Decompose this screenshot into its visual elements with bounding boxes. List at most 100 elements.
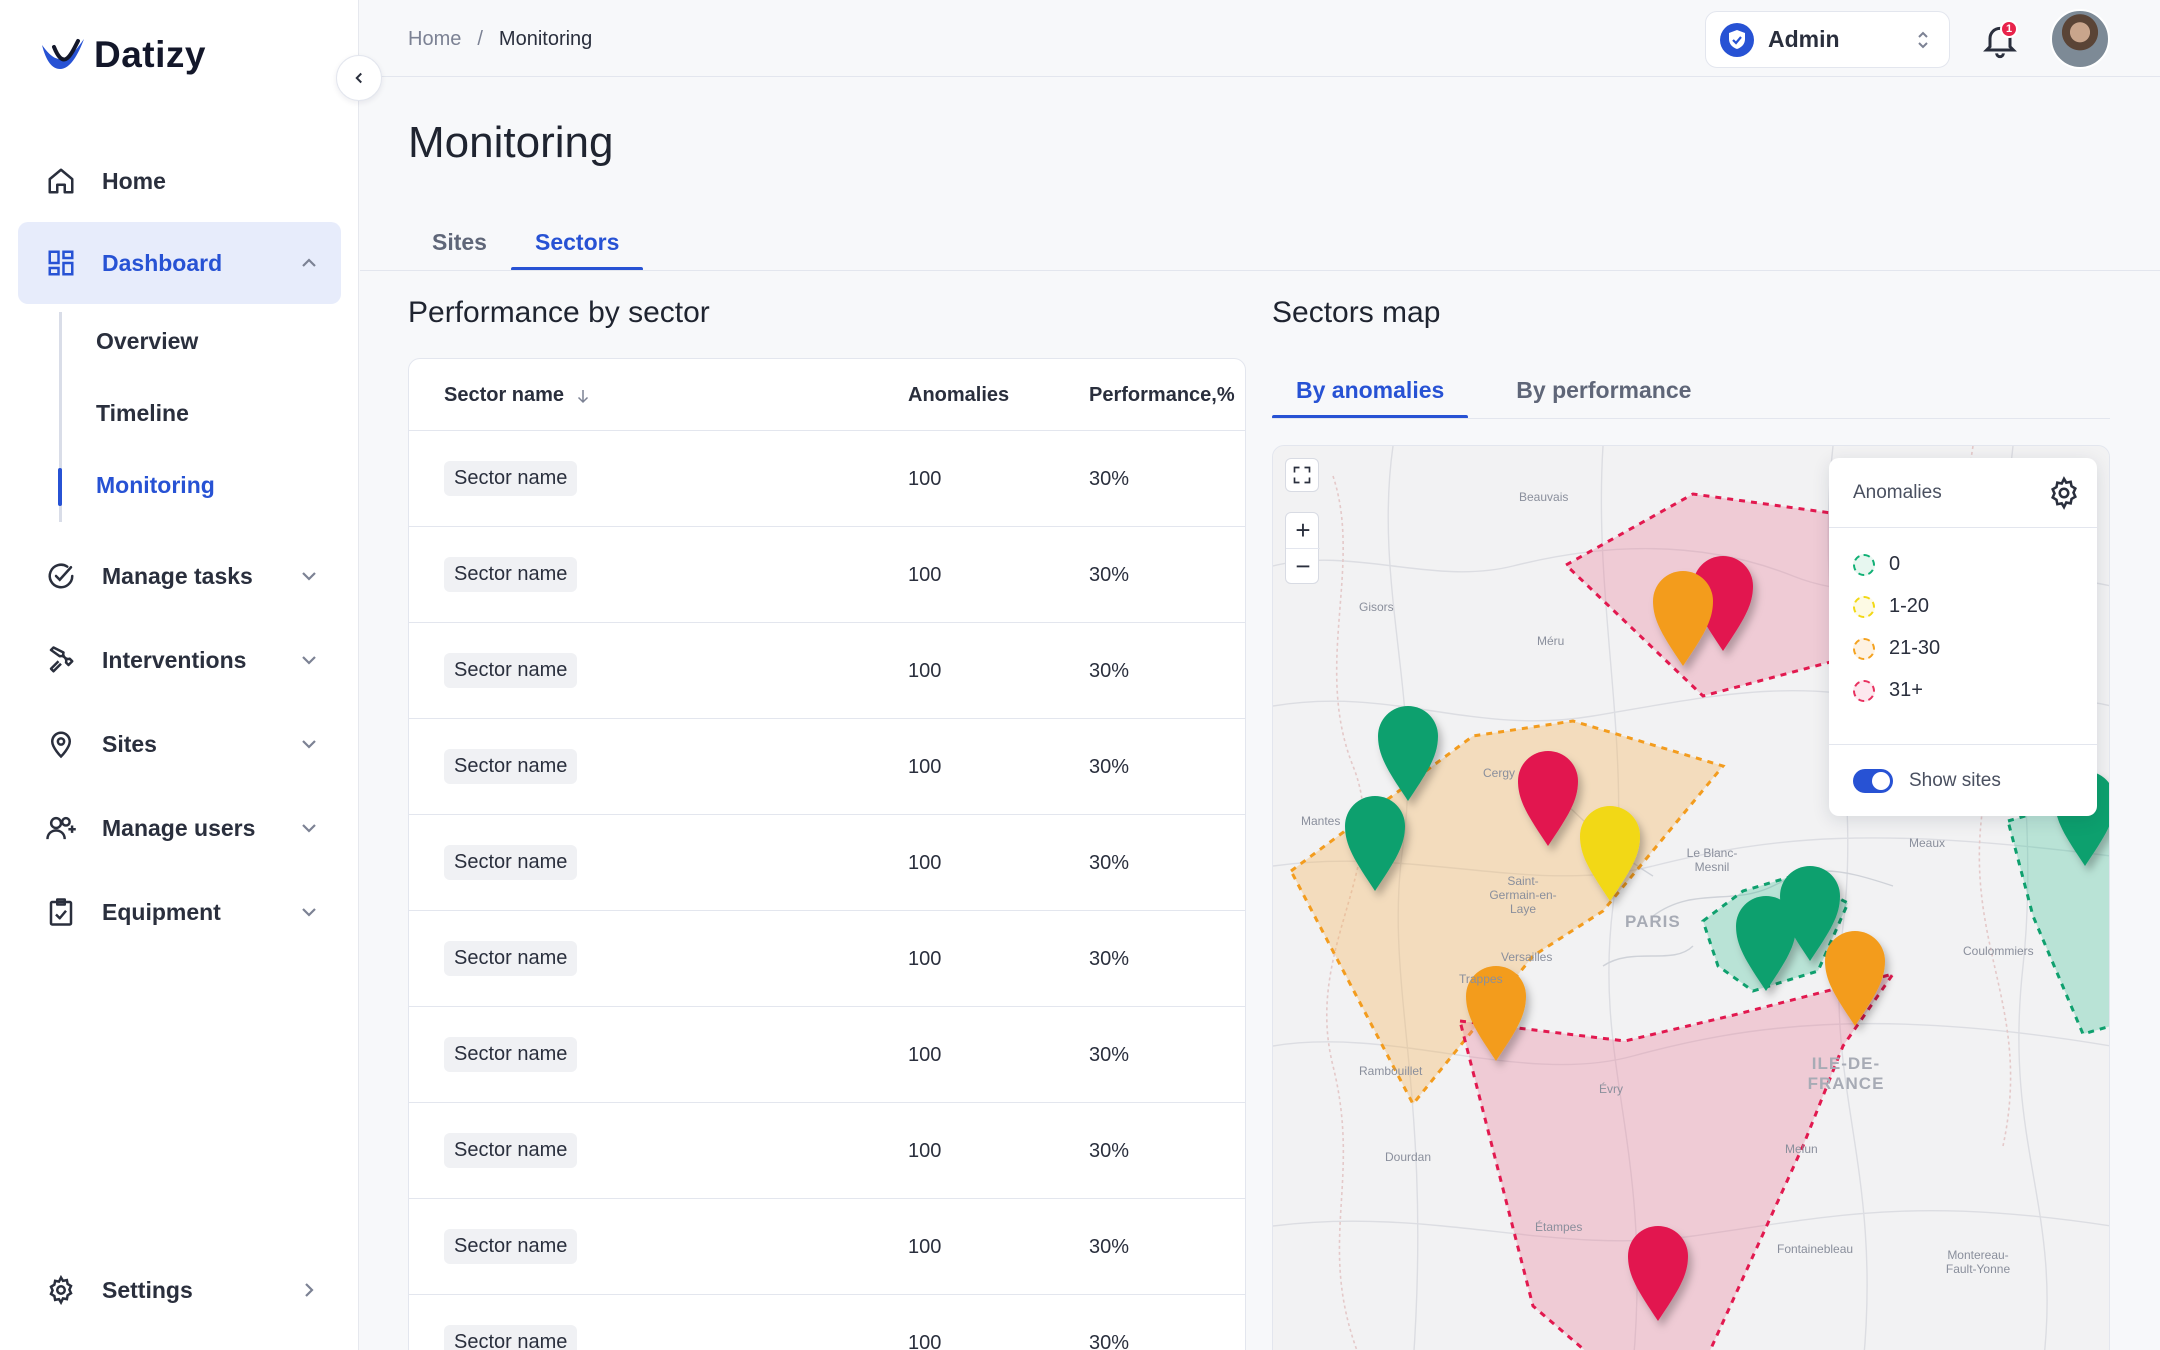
map-label: Beauvais xyxy=(1519,490,1569,504)
sidebar-item-manage-users[interactable]: Manage users xyxy=(18,787,341,869)
chevron-left-icon xyxy=(355,72,362,84)
table-row[interactable]: Sector name 100 30% xyxy=(409,719,1245,815)
zoom-out-button[interactable]: − xyxy=(1286,548,1320,583)
map-label: Meaux xyxy=(1909,836,1946,850)
sidebar-item-label: Home xyxy=(102,167,166,194)
map-label: Trappes xyxy=(1459,972,1503,986)
sidebar-collapse-button[interactable] xyxy=(336,55,382,101)
sidebar-subitem-monitoring[interactable]: Monitoring xyxy=(96,472,215,498)
tab-by-anomalies[interactable]: By anomalies xyxy=(1272,364,1469,419)
performance-cell: 30% xyxy=(1089,1236,1130,1258)
breadcrumb-separator: / xyxy=(477,28,483,50)
performance-cell: 30% xyxy=(1089,1332,1130,1350)
map-label: Cergy xyxy=(1483,766,1516,780)
anomalies-cell: 100 xyxy=(908,1236,942,1258)
map-canvas[interactable] xyxy=(1273,446,2110,1350)
table-body: Sector name 100 30% Sector name 100 30% Sect… xyxy=(409,431,1245,1350)
sidebar-subitem-overview[interactable]: Overview xyxy=(96,328,199,354)
sidebar-item-label: Settings xyxy=(102,1276,193,1303)
zoom-in-button[interactable]: + xyxy=(1295,515,1311,545)
legend-swatch xyxy=(1853,595,1875,618)
map-label: Évry xyxy=(1599,1082,1623,1096)
table-row[interactable]: Sector name 100 30% xyxy=(409,623,1245,719)
chevron-down-icon xyxy=(302,824,316,833)
sectors-map[interactable]: Beauvais Gisors Méru Cergy Mantes Saint-… xyxy=(1272,445,2110,1350)
chevron-up-icon xyxy=(302,258,316,267)
sector-name-chip: Sector name xyxy=(444,653,578,688)
legend-label: 31+ xyxy=(1889,679,1923,701)
sectors-map-title: Sectors map xyxy=(1272,296,1441,329)
table-row[interactable]: Sector name 100 30% xyxy=(409,911,1245,1007)
table-row[interactable]: Sector name 100 30% xyxy=(409,1295,1245,1350)
legend-footer: Show sites xyxy=(1829,744,2097,816)
check-circle-icon xyxy=(44,559,78,593)
shield-check-icon xyxy=(1720,22,1754,57)
fullscreen-button[interactable] xyxy=(1285,458,1319,492)
submenu-line xyxy=(59,312,62,522)
show-sites-toggle[interactable] xyxy=(1853,769,1893,793)
sidebar-item-sites[interactable]: Sites xyxy=(18,703,341,785)
page-tabs: Sites Sectors xyxy=(408,216,644,271)
sector-name-chip: Sector name xyxy=(444,557,578,592)
logo[interactable]: Datizy xyxy=(40,34,206,76)
map-label: Rambouillet xyxy=(1359,1064,1423,1078)
anomalies-cell: 100 xyxy=(908,852,942,874)
map-label: ILE-DE-FRANCE xyxy=(1807,1054,1885,1093)
sector-name-chip: Sector name xyxy=(444,941,578,976)
performance-title: Performance by sector xyxy=(408,296,710,329)
gear-icon[interactable] xyxy=(2047,476,2081,510)
sector-name-chip: Sector name xyxy=(444,845,578,880)
column-header-anomalies[interactable]: Anomalies xyxy=(908,384,1009,407)
table-row[interactable]: Sector name 100 30% xyxy=(409,1103,1245,1199)
notification-badge: 1 xyxy=(2000,20,2018,38)
legend-header: Anomalies xyxy=(1829,458,2097,528)
sidebar-item-manage-tasks[interactable]: Manage tasks xyxy=(18,535,341,617)
table-row[interactable]: Sector name 100 30% xyxy=(409,431,1245,527)
map-label: Versailles xyxy=(1501,950,1553,964)
chevron-down-icon xyxy=(302,656,316,665)
legend-swatch xyxy=(1853,679,1875,702)
sidebar-subitem-timeline[interactable]: Timeline xyxy=(96,400,189,426)
avatar[interactable] xyxy=(2050,9,2110,69)
zoom-controls: + − xyxy=(1285,512,1320,584)
tab-sites[interactable]: Sites xyxy=(432,229,487,255)
sidebar-item-dashboard[interactable]: Dashboard xyxy=(18,222,341,304)
map-label: Fontainebleau xyxy=(1777,1242,1854,1256)
role-select[interactable]: Admin xyxy=(1705,11,1950,68)
sector-name-chip: Sector name xyxy=(444,461,578,496)
sector-name-chip: Sector name xyxy=(444,1037,578,1072)
map-label: Coulommiers xyxy=(1963,944,2034,958)
anomalies-cell: 100 xyxy=(908,948,942,970)
legend-item: 0 xyxy=(1853,553,1900,576)
chevron-down-icon xyxy=(302,572,316,581)
performance-cell: 30% xyxy=(1089,756,1130,778)
breadcrumb-home[interactable]: Home xyxy=(408,28,462,50)
sidebar-item-equipment[interactable]: Equipment xyxy=(18,871,341,953)
sector-name-chip: Sector name xyxy=(444,1229,578,1264)
breadcrumb: Home / Monitoring xyxy=(408,28,592,51)
tab-by-performance[interactable]: By performance xyxy=(1516,377,1692,403)
user-plus-icon xyxy=(44,811,78,845)
anomalies-cell: 100 xyxy=(908,468,942,490)
legend-item: 1-20 xyxy=(1853,595,1929,618)
sidebar-item-label: Dashboard xyxy=(102,249,223,276)
datizy-logo-icon xyxy=(42,39,84,69)
table-row[interactable]: Sector name 100 30% xyxy=(409,1007,1245,1103)
sector-name-chip: Sector name xyxy=(444,749,578,784)
sidebar-item-label: Manage users xyxy=(102,814,256,841)
sidebar-item-interventions[interactable]: Interventions xyxy=(18,619,341,701)
column-header-sector-name[interactable]: Sector name xyxy=(444,384,592,407)
column-header-label: Anomalies xyxy=(908,384,1010,406)
table-row[interactable]: Sector name 100 30% xyxy=(409,815,1245,911)
table-row[interactable]: Sector name 100 30% xyxy=(409,527,1245,623)
anomalies-cell: 100 xyxy=(908,660,942,682)
sidebar-item-settings[interactable]: Settings xyxy=(18,1249,341,1331)
performance-cell: 30% xyxy=(1089,468,1130,490)
sidebar-item-home[interactable]: Home xyxy=(18,140,341,222)
anomalies-cell: 100 xyxy=(908,756,942,778)
table-row[interactable]: Sector name 100 30% xyxy=(409,1199,1245,1295)
map-label: Méru xyxy=(1537,634,1565,648)
map-tabs-divider xyxy=(1272,418,2110,419)
column-header-performance[interactable]: Performance,% xyxy=(1089,384,1235,407)
tab-sectors[interactable]: Sectors xyxy=(510,216,644,271)
